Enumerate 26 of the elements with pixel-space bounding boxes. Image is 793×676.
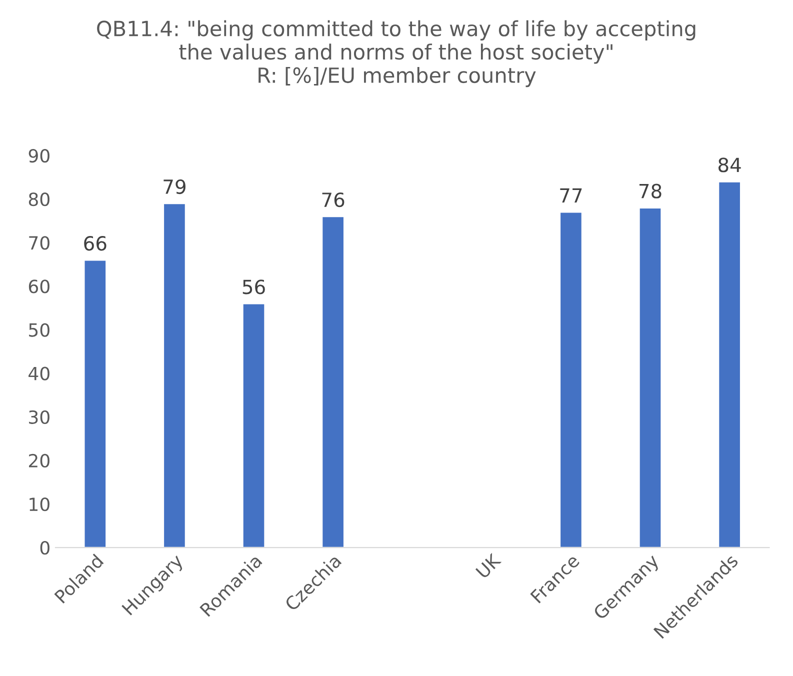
bar [83, 259, 107, 548]
y-tick-label: 30 [29, 410, 50, 424]
data-label: 78 [639, 184, 662, 198]
bar [559, 211, 583, 548]
data-label: 56 [242, 280, 265, 294]
x-tick-label: UK [475, 552, 502, 579]
y-tick-label: 10 [30, 497, 50, 512]
y-tick-label: 60 [28, 280, 50, 294]
y-tick-label: 40 [28, 366, 50, 380]
y-tick-label: 0 [40, 541, 50, 555]
y-tick-label: 70 [29, 236, 50, 250]
data-label: 77 [560, 188, 582, 203]
chart-title: QB11.4: "being committed to the way of life by accepting the values and norms of the host society" R: [%]/EU member country [97, 20, 696, 88]
bar [718, 180, 742, 548]
y-tick-label: 80 [28, 192, 50, 206]
data-label: 84 [718, 158, 741, 172]
data-label: 66 [84, 236, 106, 251]
data-label: 79 [164, 179, 186, 194]
data-label: 76 [322, 192, 344, 208]
y-tick-label: 50 [29, 323, 50, 337]
bar [638, 207, 662, 548]
bar [162, 202, 186, 548]
y-tick-label: 20 [28, 454, 50, 468]
y-tick-label: 90 [28, 148, 50, 163]
bar [242, 302, 266, 548]
bar [321, 216, 345, 548]
